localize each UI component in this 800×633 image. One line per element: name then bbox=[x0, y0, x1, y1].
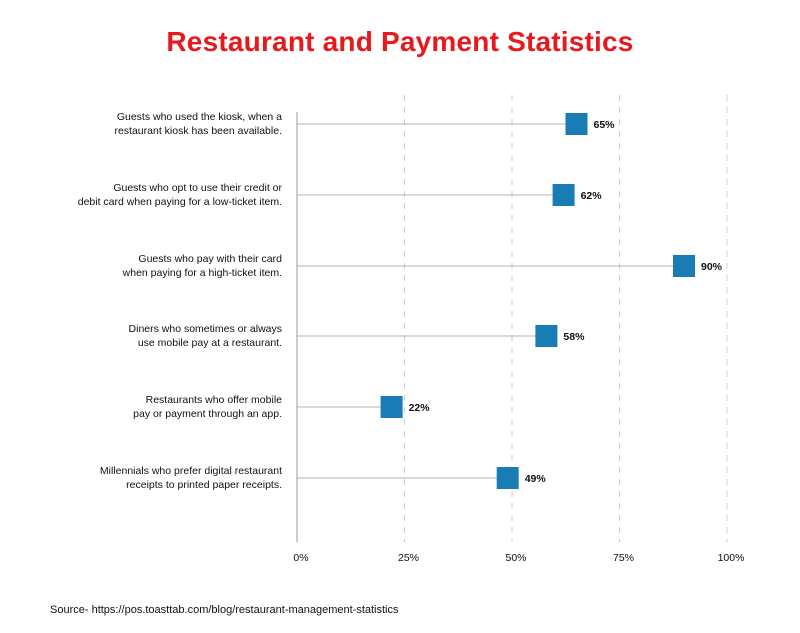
category-label-line: use mobile pay at a restaurant. bbox=[138, 337, 282, 349]
labels: 65% Guests who used the kiosk, when a rest… bbox=[78, 111, 723, 491]
category-label-line: Guests who pay with their card bbox=[138, 253, 282, 265]
category-label-line: receipts to printed paper receipts. bbox=[126, 479, 282, 491]
x-tick-label: 0% bbox=[293, 552, 308, 564]
data-marker bbox=[496, 467, 519, 489]
grid-lines bbox=[404, 95, 728, 542]
data-marker bbox=[565, 113, 588, 135]
category-label-line: Millennials who prefer digital restauran… bbox=[100, 465, 282, 477]
data-marker bbox=[673, 255, 695, 277]
value-label: 58% bbox=[563, 331, 585, 343]
stem-lines bbox=[297, 123, 684, 479]
x-tick-label: 50% bbox=[505, 552, 526, 564]
source-note: Source- https://pos.toasttab.com/blog/re… bbox=[50, 604, 399, 616]
category-label: Guests who used the kiosk, when a restaur… bbox=[114, 111, 282, 137]
axis: 0% 25% 50% 75% 100% bbox=[293, 112, 744, 564]
category-label-line: Guests who opt to use their credit or bbox=[113, 182, 282, 194]
category-label-line: Diners who sometimes or always bbox=[129, 323, 282, 335]
data-marker bbox=[552, 184, 575, 206]
category-label-line: restaurant kiosk has been available. bbox=[114, 125, 282, 137]
category-label-line: when paying for a high-ticket item. bbox=[122, 267, 282, 279]
value-label: 22% bbox=[409, 402, 431, 414]
category-label: Diners who sometimes or always use mobile… bbox=[129, 323, 282, 349]
value-label: 49% bbox=[525, 473, 547, 485]
data-marker bbox=[380, 396, 403, 418]
x-tick-label: 100% bbox=[718, 552, 745, 564]
category-label: Guests who opt to use their credit or deb… bbox=[78, 182, 283, 208]
category-label-line: Restaurants who offer mobile bbox=[146, 394, 283, 406]
chart-title: Restaurant and Payment Statistics bbox=[166, 26, 634, 57]
category-label-line: Guests who used the kiosk, when a bbox=[117, 111, 282, 123]
value-label: 90% bbox=[701, 261, 723, 273]
category-label: Guests who pay with their card when payin… bbox=[122, 253, 282, 279]
data-marker bbox=[535, 325, 558, 347]
value-label: 62% bbox=[581, 190, 603, 202]
category-label: Millennials who prefer digital restauran… bbox=[100, 465, 282, 491]
markers bbox=[380, 113, 695, 489]
value-label: 65% bbox=[594, 119, 616, 131]
category-label-line: debit card when paying for a low-ticket … bbox=[78, 196, 282, 208]
x-tick-label: 75% bbox=[613, 552, 634, 564]
category-label-line: pay or payment through an app. bbox=[133, 408, 282, 420]
category-label: Restaurants who offer mobile pay or payme… bbox=[133, 394, 282, 420]
x-tick-label: 25% bbox=[398, 552, 419, 564]
